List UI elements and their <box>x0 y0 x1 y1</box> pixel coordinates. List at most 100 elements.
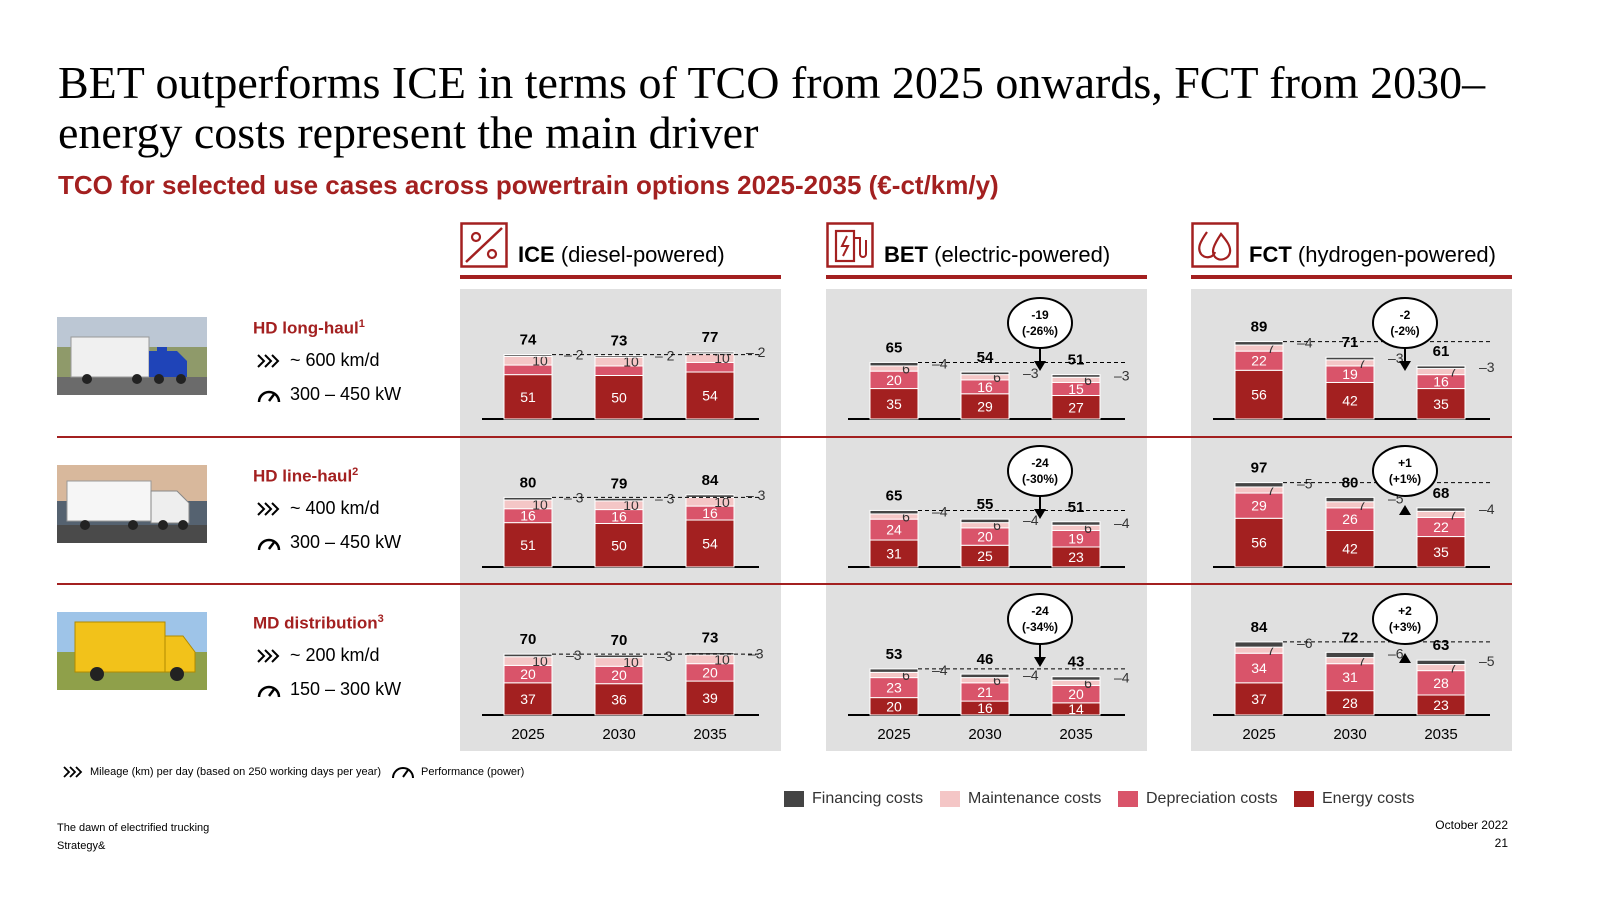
bar-segment-financing <box>685 351 735 355</box>
delta-callout-percent: (+1%) <box>1389 472 1421 486</box>
x-tick-label: 2035 <box>1424 726 1457 743</box>
bar-segment-energy <box>1325 529 1375 568</box>
bar-value-label: 25 <box>977 548 993 564</box>
footer-company: Strategy& <box>57 840 106 852</box>
bar-segment-financing <box>1234 482 1284 488</box>
footnote-legend: Mileage (km) per day (based on 250 worki… <box>62 764 524 780</box>
bar-segment-financing <box>869 361 919 367</box>
bar-value-label: 35 <box>1433 396 1449 412</box>
bar-segment-maintenance <box>960 677 1010 684</box>
bar-value-label: 23 <box>886 680 902 696</box>
bar-value-label: 24 <box>886 522 902 538</box>
bar-segment-energy <box>960 393 1010 420</box>
group-underline <box>460 275 781 279</box>
bar-segment-maintenance <box>869 365 919 372</box>
bar-segment-energy <box>1234 682 1284 716</box>
bar-segment-financing <box>1416 659 1466 666</box>
hydrogen-drop-icon <box>1191 222 1239 268</box>
x-tick-label: 2035 <box>1059 726 1092 743</box>
bar-segment-financing <box>1051 676 1101 681</box>
bar-value-label: 7 <box>1449 506 1457 522</box>
arrow-up-icon <box>1399 653 1411 663</box>
bar-value-label: –3 <box>748 645 764 661</box>
bar-value-label: –3 <box>657 648 673 664</box>
bar-value-label: 7 <box>1267 642 1275 658</box>
bar-segment-depreciation <box>1325 663 1375 692</box>
delta-callout-bubble <box>1372 593 1438 645</box>
group-label-bet: (electric-powered) <box>934 242 1111 267</box>
bar-value-label: 7 <box>1449 364 1457 380</box>
bar-segment-maintenance <box>1234 486 1284 494</box>
bar-segment-maintenance <box>1234 646 1284 654</box>
bar-value-label: 6 <box>902 361 910 377</box>
bar-segment-energy <box>503 522 553 568</box>
arrow-down-icon <box>1034 657 1046 667</box>
legend-item-financing: Financing costs <box>784 790 923 808</box>
delta-callout-bubble <box>1007 445 1073 497</box>
arrow-down-icon <box>1399 361 1411 371</box>
footer-date: October 2022 <box>1435 818 1508 832</box>
bar-value-label: 7 <box>1358 497 1366 513</box>
bar-segment-energy <box>1234 517 1284 568</box>
bar-value-label: –5 <box>1297 476 1313 492</box>
bar-total-label: 65 <box>886 339 903 356</box>
legend-item-energy: Energy costs <box>1294 790 1414 808</box>
bar-segment-maintenance <box>960 374 1010 381</box>
bar-value-label: –4 <box>1023 667 1039 683</box>
bar-value-label: 56 <box>1251 535 1267 551</box>
bar-value-label: 54 <box>702 536 718 552</box>
bar-segment-financing <box>869 668 919 673</box>
mileage-footnote: Mileage (km) per day (based on 250 worki… <box>90 766 382 778</box>
bar-value-label: 50 <box>611 537 627 553</box>
footnote-marker: 1 <box>358 318 365 330</box>
bar-value-label: 31 <box>886 546 902 562</box>
legend-swatch <box>784 791 804 807</box>
bar-value-label: 15 <box>1068 381 1084 397</box>
power-value: 150 – 300 kW <box>290 679 402 699</box>
x-tick-label: 2030 <box>602 726 635 743</box>
bar-value-label: – 2 <box>655 347 675 363</box>
bar-segment-financing <box>960 673 1010 679</box>
footer-doc-title: The dawn of electrified trucking <box>57 822 210 834</box>
delta-callout-bubble <box>1007 297 1073 349</box>
bar-value-label: 26 <box>1342 511 1358 527</box>
bar-value-label: 42 <box>1342 393 1358 409</box>
bar-total-label: 97 <box>1251 460 1268 477</box>
delta-callout-bubble <box>1372 297 1438 349</box>
legend-label: Depreciation costs <box>1146 790 1278 807</box>
delta-callout-value: -19 <box>1031 308 1049 322</box>
delta-callout-value: +1 <box>1398 456 1412 470</box>
group-underline <box>1191 275 1512 279</box>
footer-page-number: 21 <box>1494 836 1508 850</box>
bar-value-label: 22 <box>1433 519 1449 535</box>
bar-value-label: 16 <box>977 700 993 716</box>
bar-segment-maintenance <box>1051 524 1101 531</box>
bar-total-label: 84 <box>1251 619 1268 636</box>
mileage-value: ~ 200 km/d <box>290 645 380 665</box>
group-label-ice: (diesel-powered) <box>560 242 725 267</box>
bar-value-label: –4 <box>1297 335 1313 351</box>
bar-value-label: 6 <box>993 517 1001 533</box>
bar-value-label: –3 <box>1479 359 1495 375</box>
bar-total-label: 68 <box>1433 485 1450 502</box>
bar-segment-energy <box>685 371 735 420</box>
delta-callout-value: +2 <box>1398 604 1412 618</box>
bar-value-label: 51 <box>520 537 536 553</box>
page-title: BET outperforms ICE in terms of TCO from… <box>58 57 1486 158</box>
bar-value-label: 20 <box>611 667 627 683</box>
bar-segment-financing <box>594 497 644 502</box>
bar-segment-maintenance <box>1416 664 1466 672</box>
bar-total-label: 43 <box>1068 654 1085 671</box>
bar-segment-financing <box>1416 365 1466 370</box>
legend-swatch <box>1294 791 1314 807</box>
group-underline <box>826 275 1147 279</box>
bar-value-label: 16 <box>1433 374 1449 390</box>
bar-value-label: –4 <box>932 503 948 519</box>
delta-callout-value: -2 <box>1400 308 1411 322</box>
speedometer-icon <box>257 538 281 550</box>
bar-value-label: 7 <box>1267 340 1275 356</box>
legend-swatch <box>940 791 960 807</box>
x-tick-label: 2025 <box>877 726 910 743</box>
bar-segment-financing <box>1051 521 1101 526</box>
